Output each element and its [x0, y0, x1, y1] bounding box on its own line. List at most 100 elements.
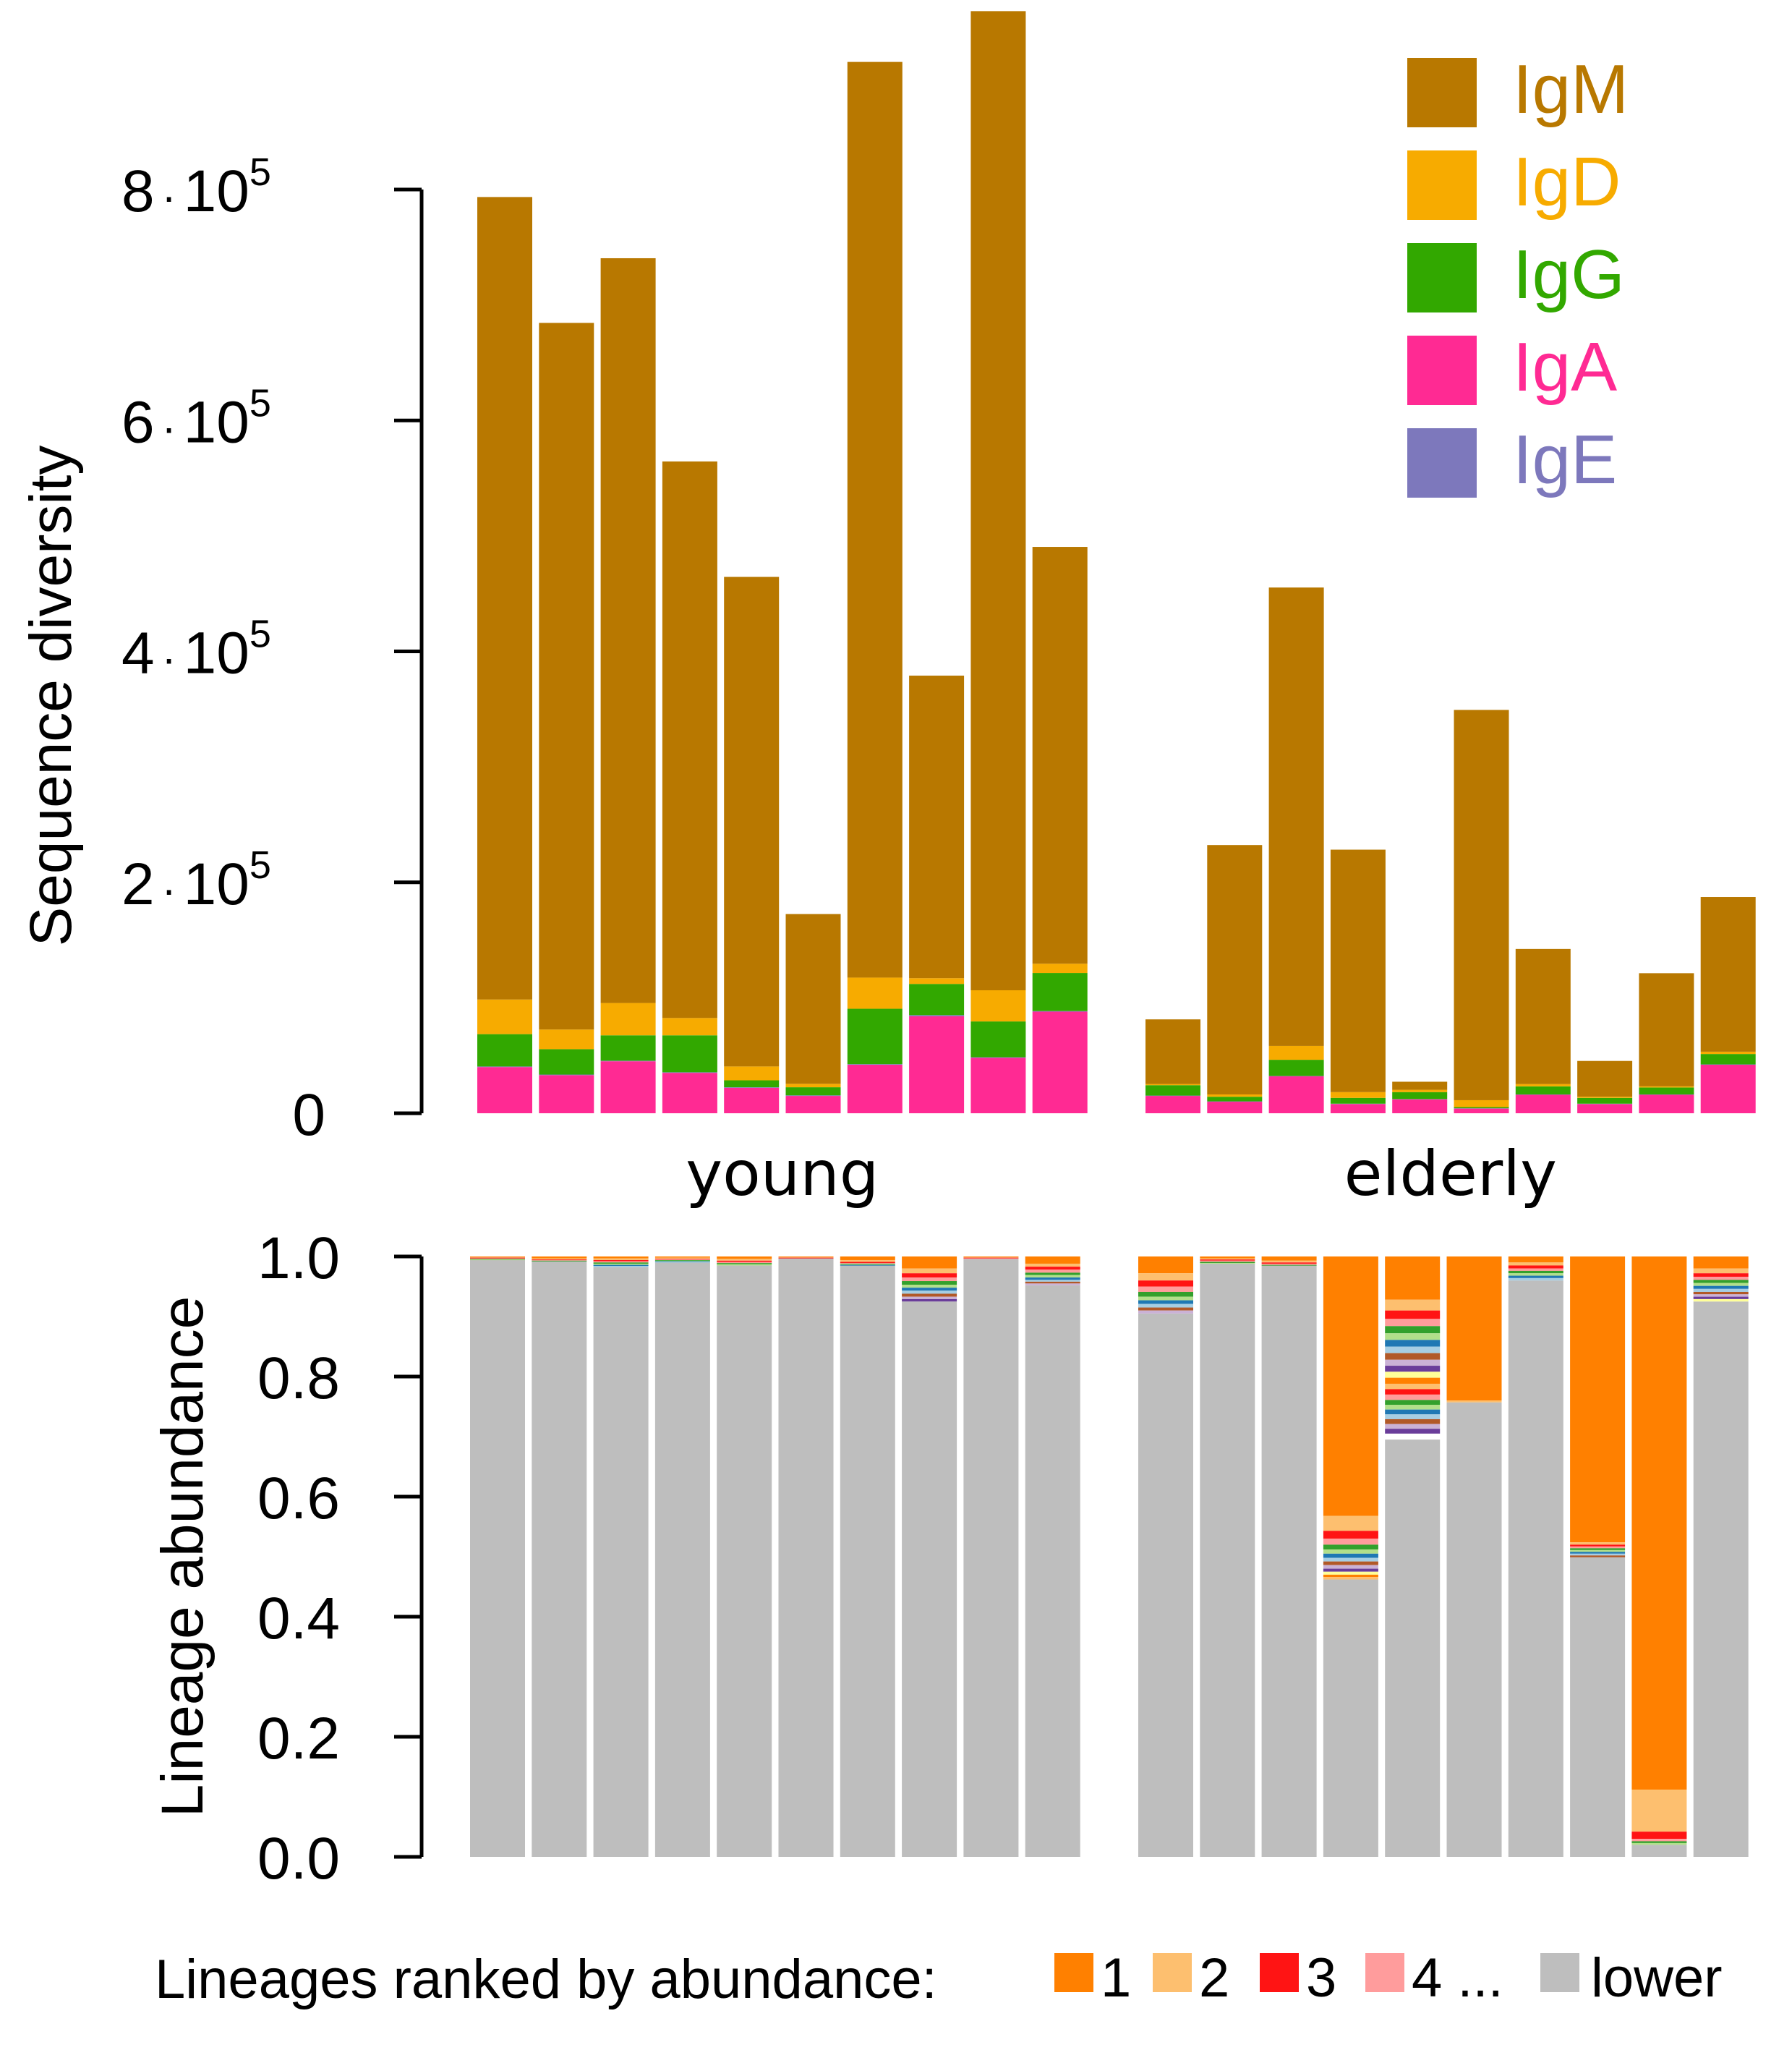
bottom-bar-12-rank-2 [1200, 1258, 1255, 1259]
bottom-bar-20-rank-9 [1694, 1292, 1749, 1294]
top-bar-7-IgD [848, 977, 903, 1008]
bottom-legend-swatch-5 [1540, 1953, 1579, 1992]
bottom-bar-8-lower [902, 1301, 957, 1857]
bottom-bar-16-rank-1 [1447, 1256, 1502, 1400]
bottom-bar-15-rank-8 [1385, 1347, 1440, 1353]
top-bar-4-IgA [662, 1073, 717, 1113]
bottom-bars [470, 1256, 1749, 1857]
top-bar-2-IgA [539, 1075, 594, 1113]
top-bar-17-IgG [1516, 1086, 1571, 1094]
bottom-bar-15-rank-23 [1385, 1429, 1440, 1434]
bottom-bar-19-rank-6 [1631, 1843, 1686, 1845]
bottom-bar-7-rank-7 [840, 1265, 895, 1266]
bottom-bar-9-lower [963, 1259, 1018, 1857]
top-bar-17-IgD [1516, 1084, 1571, 1086]
top-bar-3-IgD [601, 1003, 656, 1036]
top-bar-10-IgE [1033, 1011, 1088, 1012]
top-bar-7-IgM [848, 62, 903, 978]
bottom-bar-10-rank-5 [1025, 1272, 1080, 1275]
bottom-bar-15-rank-5 [1385, 1326, 1440, 1333]
bottom-bar-19-rank-3 [1631, 1832, 1686, 1839]
bottom-bar-17-rank-2 [1509, 1262, 1563, 1265]
bottom-bar-14-rank-14 [1323, 1577, 1378, 1579]
top-bar-8-IgG [909, 984, 964, 1015]
bottom-bar-3-rank-2 [594, 1258, 649, 1259]
bottom-bar-10-rank-9 [1025, 1282, 1080, 1283]
bottom-y-tick-label-2: 0.4 [257, 1586, 340, 1651]
bottom-bar-7-lower [840, 1265, 895, 1857]
bottom-bar-18-rank-5 [1570, 1548, 1625, 1549]
bottom-bar-11-rank-5 [1138, 1292, 1193, 1297]
bottom-bar-8-rank-2 [902, 1269, 957, 1274]
top-bar-12-IgG [1207, 1097, 1262, 1101]
top-bar-5-IgA [724, 1088, 779, 1113]
bottom-bar-8-rank-1 [902, 1256, 957, 1269]
bottom-bar-11-rank-4 [1138, 1287, 1193, 1292]
bottom-bar-13-rank-2 [1262, 1261, 1317, 1262]
bottom-bar-15-rank-14 [1385, 1384, 1440, 1389]
bottom-bar-15-rank-16 [1385, 1395, 1440, 1400]
top-bar-9-IgD [970, 990, 1025, 1021]
top-y-tick-label-4: 8·105 [121, 150, 271, 224]
legend-label-IgE: IgE [1513, 421, 1617, 498]
bottom-bar-14-rank-7 [1323, 1554, 1378, 1558]
top-bar-3-IgM [601, 258, 656, 1003]
bottom-bar-17-rank-1 [1509, 1256, 1563, 1262]
top-bar-4-IgD [662, 1018, 717, 1035]
bottom-bar-18-rank-4 [1570, 1547, 1625, 1548]
top-bar-18-IgA [1577, 1104, 1632, 1113]
bottom-bar-18-rank-1 [1570, 1256, 1625, 1542]
tick-mantissa: 2 [121, 851, 155, 917]
bottom-bar-16-rank-2 [1447, 1400, 1502, 1402]
top-bar-12-IgA [1207, 1102, 1262, 1113]
bottom-bar-10-rank-1 [1025, 1256, 1080, 1264]
top-bar-14-IgG [1331, 1098, 1386, 1104]
bottom-bar-20-rank-11 [1694, 1297, 1749, 1299]
bottom-bar-8-rank-6 [902, 1285, 957, 1288]
legend-swatch-IgA [1407, 336, 1477, 405]
bottom-bar-8-rank-10 [902, 1297, 957, 1299]
bottom-bar-10-rank-10 [1025, 1283, 1080, 1285]
bottom-bar-17-rank-8 [1509, 1278, 1563, 1280]
bottom-y-tick-label-1: 0.2 [257, 1706, 340, 1772]
bottom-bar-12-rank-5 [1200, 1262, 1255, 1263]
bottom-bar-20-rank-3 [1694, 1273, 1749, 1277]
bottom-bar-15-rank-15 [1385, 1389, 1440, 1394]
top-bar-4-IgM [662, 462, 717, 1018]
bottom-bar-5-rank-5 [717, 1263, 772, 1264]
legend-swatch-IgD [1407, 150, 1477, 220]
bottom-legend-label-5: lower [1591, 1947, 1723, 2009]
bottom-bar-12-lower [1200, 1264, 1255, 1857]
bottom-bar-12-rank-1 [1200, 1256, 1255, 1258]
tick-base: 10 [184, 851, 249, 917]
top-bar-11-IgM [1145, 1019, 1200, 1084]
bottom-bar-11-rank-9 [1138, 1308, 1193, 1311]
bottom-bar-5-rank-6 [717, 1264, 772, 1266]
bottom-bar-7-rank-2 [840, 1260, 895, 1262]
tick-exponent: 5 [249, 613, 271, 656]
bottom-bar-8-rank-7 [902, 1288, 957, 1290]
bottom-bar-15-rank-22 [1385, 1424, 1440, 1429]
top-bar-6-IgM [786, 914, 841, 1084]
top-bar-1-IgE [477, 1066, 532, 1067]
top-bar-7-IgA [848, 1065, 903, 1113]
bottom-bar-15-rank-4 [1385, 1319, 1440, 1326]
top-bar-2-IgG [539, 1049, 594, 1074]
bottom-bar-14-rank-6 [1323, 1549, 1378, 1554]
tick-dot: · [162, 634, 176, 683]
top-bar-4-IgG [662, 1035, 717, 1072]
lineage-abundance-panel: 0.00.20.40.60.81.0 Lineage abundance Lin… [150, 1225, 1749, 2010]
top-bar-20-IgM [1701, 897, 1756, 1052]
bottom-bar-13-rank-5 [1262, 1265, 1317, 1266]
tick-base: 10 [184, 389, 249, 455]
bottom-bar-11-rank-6 [1138, 1297, 1193, 1301]
bottom-bar-12-rank-4 [1200, 1261, 1255, 1262]
top-bar-5-IgD [724, 1066, 779, 1080]
top-bar-8-IgE [909, 1015, 964, 1016]
tick-mantissa: 4 [121, 621, 155, 686]
bottom-bar-15-rank-2 [1385, 1300, 1440, 1311]
bottom-bar-4-rank-1 [655, 1256, 710, 1258]
